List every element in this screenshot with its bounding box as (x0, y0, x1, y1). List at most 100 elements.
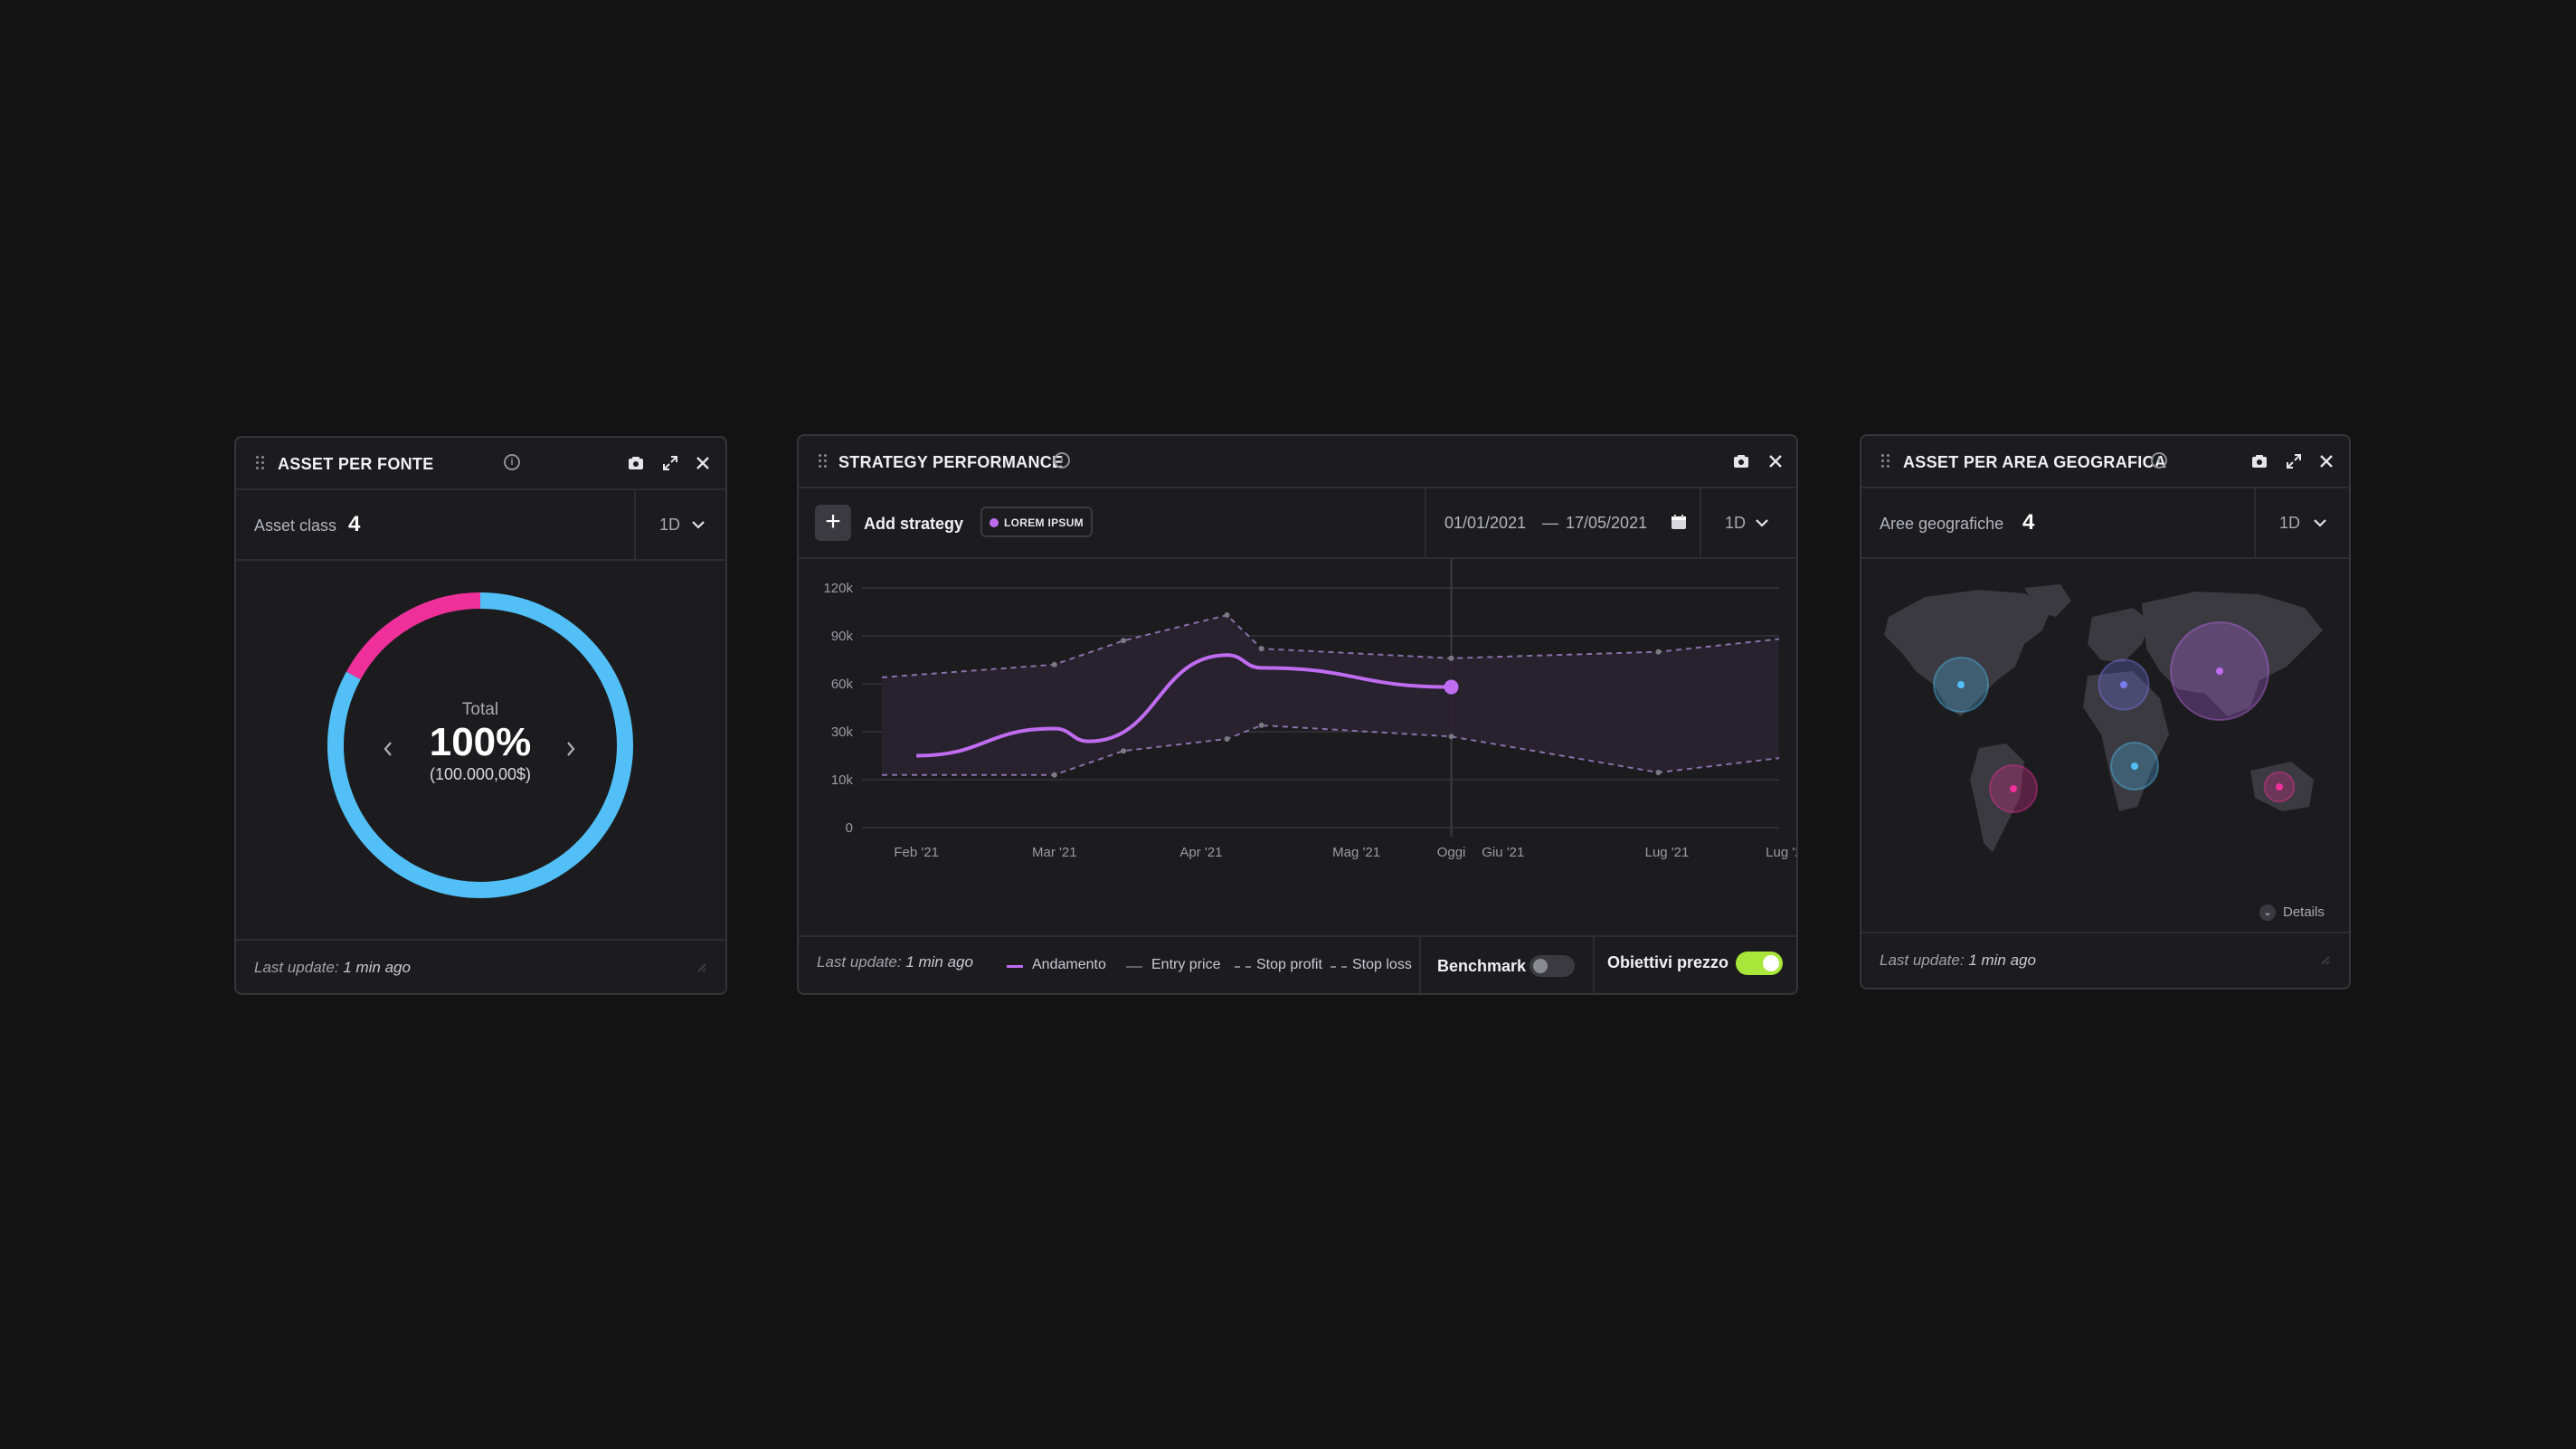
legend-line-stop-loss (1331, 966, 1347, 968)
chevron-down-circle-icon: ⌄ (2259, 904, 2276, 921)
y-tick-label: 0 (846, 820, 853, 836)
europe-shape (2088, 608, 2151, 662)
donut-segment[interactable] (346, 592, 481, 680)
chevron-down-icon (1756, 519, 1768, 527)
strategy-performance-widget: STRATEGY PERFORMANCE i + Add strategy LO… (797, 434, 1798, 995)
drag-handle-icon[interactable] (1881, 454, 1890, 469)
chevron-right-icon[interactable] (564, 740, 578, 758)
legend-line-entry-price (1126, 966, 1142, 968)
period-select[interactable]: 1D (1700, 488, 1796, 557)
andamento-current-point[interactable] (1444, 679, 1459, 695)
camera-icon[interactable] (627, 454, 645, 472)
geo-bubble-center (2216, 668, 2223, 675)
obiettivi-toggle-group: Obiettivi prezzo (1593, 937, 1796, 993)
drag-handle-icon[interactable] (819, 454, 828, 469)
info-icon[interactable]: i (504, 454, 520, 470)
drag-handle-icon[interactable] (256, 456, 265, 470)
close-icon[interactable] (694, 454, 712, 472)
period-value: 1D (2279, 514, 2301, 532)
series-andamento (916, 653, 1452, 758)
donut-total-label: Total (461, 700, 499, 719)
date-range-picker[interactable]: 01/01/2021 — 17/05/2021 (1425, 488, 1701, 557)
series-point (1121, 748, 1127, 754)
y-tick-label: 30k (831, 724, 854, 740)
series-point (1655, 770, 1662, 776)
widget-header: STRATEGY PERFORMANCE i (799, 436, 1796, 488)
chevron-down-icon (692, 521, 705, 529)
add-strategy-label: Add strategy (864, 515, 964, 533)
asia-shape (2142, 592, 2323, 716)
x-tick-label: Feb '21 (894, 845, 939, 860)
obiettivi-toggle[interactable] (1736, 952, 1783, 975)
x-tick-label: Giu '21 (1482, 845, 1524, 860)
resize-icon[interactable] (695, 961, 707, 973)
y-tick-label: 10k (831, 772, 854, 788)
period-select[interactable]: 1D (634, 490, 725, 559)
details-link[interactable]: ⌄ Details (2259, 903, 2341, 923)
close-icon[interactable] (2317, 452, 2335, 470)
x-tick-label: Apr '21 (1179, 845, 1222, 860)
series-point (1655, 649, 1662, 655)
benchmark-toggle[interactable] (1530, 955, 1575, 977)
info-icon[interactable]: i (2151, 452, 2167, 469)
period-value: 1D (1725, 514, 1747, 532)
close-icon[interactable] (1766, 452, 1785, 470)
series-point (1224, 612, 1230, 619)
resize-icon[interactable] (2318, 953, 2331, 966)
geo-bubble-center (2131, 762, 2138, 770)
donut-segment[interactable] (327, 592, 633, 898)
widget-title: STRATEGY PERFORMANCE (838, 453, 1064, 471)
series-point (1051, 772, 1057, 778)
chart-legend: Andamento Entry price Stop profit Stop l… (1007, 957, 1412, 975)
series-point (1051, 661, 1057, 668)
asset-per-fonte-widget: ASSET PER FONTE i Asset class 4 1D Total… (234, 436, 727, 995)
y-tick-label: 90k (831, 629, 854, 644)
date-from: 01/01/2021 (1444, 514, 1527, 532)
geo-bubble-center (1957, 681, 1965, 688)
info-icon[interactable]: i (1054, 452, 1070, 469)
expand-icon[interactable] (661, 454, 679, 472)
series-point (1258, 722, 1264, 728)
legend-line-stop-profit (1235, 966, 1251, 968)
aree-label: Aree geografiche (1880, 515, 2004, 533)
series-point (1224, 735, 1230, 742)
chevron-down-icon (2314, 519, 2326, 527)
chevron-left-icon[interactable] (381, 740, 395, 758)
world-map (1884, 584, 2323, 852)
strategy-toolbar: + Add strategy LOREM IPSUM 01/01/2021 — … (799, 488, 1796, 559)
legend-andamento: Andamento (1032, 957, 1106, 972)
period-value: 1D (659, 516, 681, 534)
obiettivi-label: Obiettivi prezzo (1607, 953, 1729, 971)
benchmark-toggle-group: Benchmark (1419, 937, 1595, 993)
last-update-time: 1 min ago (343, 959, 411, 976)
legend-line-andamento (1007, 965, 1023, 968)
toggle-knob (1763, 955, 1779, 971)
expand-icon[interactable] (2285, 452, 2303, 470)
calendar-icon[interactable] (1671, 514, 1687, 530)
x-tick-label: Mag '21 (1332, 845, 1380, 860)
strategy-tag[interactable]: LOREM IPSUM (980, 507, 1093, 537)
donut-value: 100% (429, 720, 532, 764)
asset-geografica-widget: ASSET PER AREA GEOGRAFICA i Aree geograf… (1860, 434, 2351, 990)
period-select[interactable]: 1D (2254, 488, 2349, 557)
widget-header: ASSET PER FONTE i (236, 438, 725, 490)
greenland-shape (2024, 584, 2071, 617)
toggle-knob (1533, 959, 1548, 973)
widget-header: ASSET PER AREA GEOGRAFICA i (1861, 436, 2349, 488)
south-america-shape (1970, 743, 2024, 852)
series-stop-loss (882, 724, 1780, 776)
add-strategy-button[interactable]: + Add strategy (815, 505, 969, 541)
camera-icon[interactable] (1732, 452, 1750, 470)
last-update: Last update: 1 min ago (1880, 952, 2036, 969)
tag-label: LOREM IPSUM (1004, 516, 1084, 529)
last-update-time: 1 min ago (905, 953, 973, 971)
camera-icon[interactable] (2250, 452, 2268, 470)
y-tick-label: 60k (831, 677, 854, 692)
x-tick-label: Oggi (1437, 845, 1466, 860)
last-update: Last update: 1 min ago (817, 953, 973, 971)
asset-class-label: Asset class (254, 516, 337, 535)
date-to: 17/05/2021 (1566, 514, 1648, 532)
last-update: Last update: 1 min ago (254, 959, 411, 976)
tag-dot (990, 518, 999, 527)
widget-title: ASSET PER AREA GEOGRAFICA (1903, 453, 2167, 471)
